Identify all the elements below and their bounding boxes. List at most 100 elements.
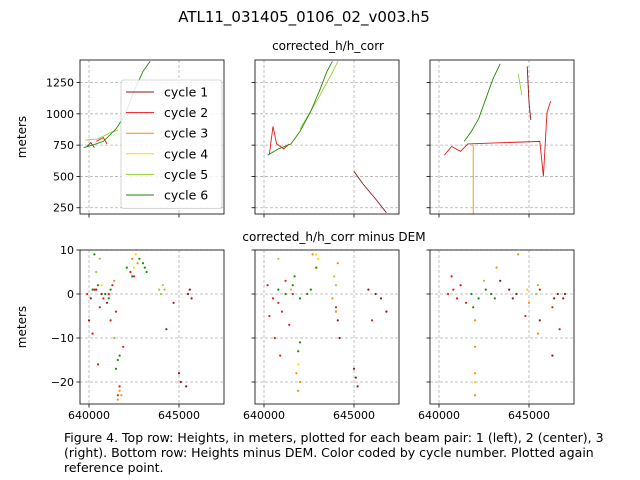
data-point-cycle-2 xyxy=(129,270,132,274)
data-point-cycle-4 xyxy=(526,288,529,291)
data-point-cycle-1 xyxy=(89,297,92,300)
data-point-cycle-2 xyxy=(551,306,554,309)
data-layer xyxy=(83,61,151,149)
data-point-cycle-6 xyxy=(306,292,309,296)
data-layer xyxy=(267,61,387,213)
data-point-cycle-1 xyxy=(338,336,341,340)
data-point-cycle-2 xyxy=(93,288,96,291)
data-point-cycle-6 xyxy=(96,284,100,287)
data-point-cycle-1 xyxy=(100,292,103,296)
data-point-cycle-1 xyxy=(356,385,359,388)
data-point-cycle-6 xyxy=(145,270,148,274)
data-point-cycle-2 xyxy=(91,332,94,335)
data-point-cycle-2 xyxy=(109,319,112,322)
data-point-cycle-5 xyxy=(161,284,164,287)
data-point-cycle-1 xyxy=(563,292,567,296)
data-point-cycle-2 xyxy=(450,275,453,278)
data-point-cycle-1 xyxy=(179,380,182,384)
data-point-cycle-3 xyxy=(336,262,339,265)
data-point-cycle-2 xyxy=(558,328,561,331)
data-point-cycle-3 xyxy=(473,394,477,397)
data-point-cycle-3 xyxy=(295,372,298,375)
axes-frame xyxy=(254,59,400,215)
data-point-cycle-5 xyxy=(536,284,540,287)
data-point-cycle-2 xyxy=(284,279,287,282)
data-point-cycle-3 xyxy=(131,257,134,260)
data-point-cycle-1 xyxy=(95,288,98,291)
data-point-cycle-2 xyxy=(455,297,459,300)
figure-title: ATL11_031405_0106_02_v003.h5 xyxy=(178,8,430,27)
y-tick-label: 1250 xyxy=(46,77,74,90)
data-point-cycle-2 xyxy=(118,385,121,388)
data-point-cycle-4 xyxy=(134,253,137,256)
x-tick-label: 640000 xyxy=(68,409,110,422)
data-point-cycle-3 xyxy=(517,253,520,256)
data-point-cycle-2 xyxy=(96,363,100,366)
data-point-cycle-2 xyxy=(280,310,284,313)
data-point-cycle-5 xyxy=(98,257,101,260)
data-point-cycle-6 xyxy=(472,306,475,309)
data-point-cycle-6 xyxy=(104,292,107,296)
data-point-cycle-4 xyxy=(297,363,300,366)
data-point-cycle-4 xyxy=(473,380,477,384)
data-point-cycle-6 xyxy=(490,292,493,296)
data-point-cycle-2 xyxy=(446,292,450,296)
y-axis-label: meters xyxy=(15,306,29,348)
data-point-cycle-1 xyxy=(165,328,168,331)
bottom-row-title: corrected_h/h_corr minus DEM xyxy=(242,230,425,244)
y-axis-label: meters xyxy=(15,116,29,158)
data-point-cycle-2 xyxy=(114,310,118,313)
data-point-cycle-6 xyxy=(91,288,94,291)
panel-top-right xyxy=(426,59,575,218)
y-tick-label: −20 xyxy=(51,376,74,389)
data-point-cycle-2 xyxy=(459,284,462,287)
data-point-cycle-6 xyxy=(114,367,118,370)
x-tick-label: 640000 xyxy=(418,409,460,422)
figure-caption: Figure 4. Top row: Heights, in meters, p… xyxy=(64,430,604,475)
data-layer xyxy=(446,253,567,397)
data-point-cycle-1 xyxy=(185,385,188,388)
data-point-cycle-3 xyxy=(536,332,540,335)
legend-label: cycle 6 xyxy=(164,188,208,203)
data-layer xyxy=(266,253,388,392)
x-tick-label: 645000 xyxy=(508,409,550,422)
data-point-cycle-3 xyxy=(495,266,498,269)
legend: cycle 1 cycle 2 cycle 3 cycle 4 cycle 5 cycle… xyxy=(120,79,223,210)
data-point-cycle-1 xyxy=(177,372,181,375)
data-point-cycle-4 xyxy=(315,253,318,256)
data-point-cycle-6 xyxy=(298,341,302,344)
data-point-cycle-1 xyxy=(538,319,541,322)
data-point-cycle-1 xyxy=(511,297,514,300)
series-line-cycle-1 xyxy=(86,141,95,148)
data-point-cycle-3 xyxy=(120,394,123,397)
series-line-cycle-2 xyxy=(444,101,552,177)
x-tick-label: 645000 xyxy=(333,409,375,422)
data-point-cycle-6 xyxy=(277,288,280,291)
data-point-cycle-2 xyxy=(279,354,282,357)
data-point-cycle-6 xyxy=(297,350,300,353)
axes-frame xyxy=(79,249,225,405)
data-point-cycle-3 xyxy=(298,380,302,384)
series-line-cycle-2 xyxy=(268,126,290,154)
data-point-cycle-6 xyxy=(493,297,496,300)
data-point-cycle-1 xyxy=(508,288,511,291)
legend-label: cycle 1 xyxy=(164,85,208,100)
x-tick-label: 640000 xyxy=(243,409,285,422)
data-point-cycle-1 xyxy=(385,310,388,313)
data-point-cycle-2 xyxy=(107,292,110,296)
legend-label: cycle 2 xyxy=(164,105,208,120)
panel-bottom-center: 640000 645000 xyxy=(243,249,400,422)
data-point-cycle-6 xyxy=(309,288,312,291)
data-point-cycle-1 xyxy=(499,279,502,282)
data-point-cycle-6 xyxy=(477,297,480,300)
data-point-cycle-1 xyxy=(186,292,190,296)
axes-frame xyxy=(429,249,575,405)
data-point-cycle-3 xyxy=(113,279,116,282)
legend-label: cycle 4 xyxy=(164,146,208,161)
data-point-cycle-2 xyxy=(273,336,276,340)
data-point-cycle-5 xyxy=(535,292,538,296)
series-line-cycle-5 xyxy=(299,61,339,130)
data-point-cycle-1 xyxy=(172,301,175,304)
data-point-cycle-1 xyxy=(551,354,554,357)
data-point-cycle-5 xyxy=(482,279,486,282)
